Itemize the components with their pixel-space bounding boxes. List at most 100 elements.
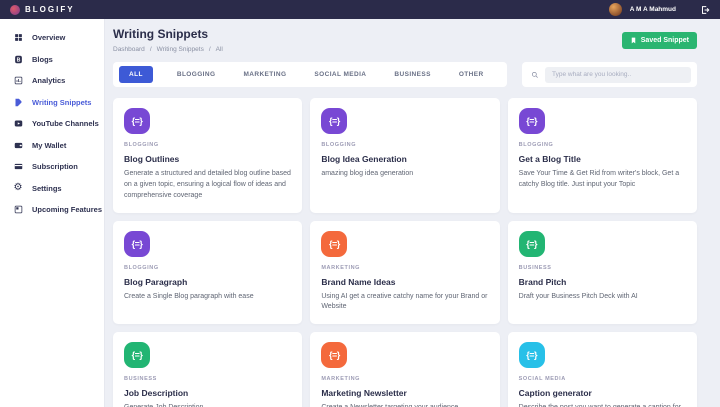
- breadcrumb: Dashboard / Writing Snippets / All: [113, 46, 223, 53]
- sidebar-item-label: Analytics: [32, 76, 66, 86]
- avatar[interactable]: [608, 3, 622, 16]
- topbar: BLOGIFY A M A Mahmud: [0, 0, 720, 19]
- gear-icon: ⚙: [13, 182, 23, 194]
- sidebar-item-label: Upcoming Features: [32, 205, 103, 215]
- brand-name: BLOGIFY: [25, 5, 75, 14]
- snippet-icon: {=}: [518, 342, 545, 369]
- snippet-title: Marketing Newsletter: [321, 388, 407, 399]
- sidebar: Overview B Blogs Analytics Writing Snipp…: [0, 19, 105, 407]
- snippet-category: BLOGGING: [518, 142, 554, 148]
- sidebar-item-label: Overview: [32, 33, 66, 43]
- svg-text:B: B: [16, 57, 20, 63]
- snippet-category: BLOGGING: [124, 264, 159, 271]
- snippet-description: Save Your Time & Get Rid from writer's b…: [518, 170, 680, 188]
- snippet-icon: {=}: [321, 342, 348, 369]
- snippet-title: Get a Blog Title: [518, 154, 581, 164]
- snippet-category: BLOGGING: [124, 142, 159, 148]
- sidebar-item-label: Settings: [32, 183, 62, 193]
- snippet-title: Blog Outlines: [124, 154, 180, 164]
- snippet-icon: {=}: [518, 230, 545, 257]
- card-get-a-blog-title[interactable]: {=} BLOGGING Get a Blog Title Save Your …: [507, 98, 697, 213]
- snippet-category: MARKETING: [321, 376, 361, 383]
- snippet-title: Caption generator: [518, 388, 592, 399]
- sidebar-item-label: My Wallet: [32, 140, 67, 150]
- saved-snippet-label: Saved Snippet: [640, 36, 689, 44]
- snippet-title: Job Description: [124, 388, 189, 399]
- snippet-title: Blog Paragraph: [124, 276, 188, 287]
- user-name: A M A Mahmud: [629, 6, 676, 13]
- card-blog-idea-generation[interactable]: {=} BLOGGING Blog Idea Generation amazin…: [310, 98, 500, 213]
- card-brand-name-ideas[interactable]: {=} MARKETING Brand Name Ideas Using AI …: [310, 220, 500, 325]
- card-job-description[interactable]: {=} BUSINESS Job Description Generate Jo…: [113, 332, 303, 407]
- bookmark-icon: [630, 37, 637, 44]
- snippet-title: Blog Idea Generation: [321, 154, 407, 164]
- snippet-category: MARKETING: [321, 264, 361, 271]
- tab-marketing[interactable]: MARKETING: [243, 71, 287, 78]
- snippet-category: BUSINESS: [124, 376, 157, 383]
- blogify-logo-icon: [10, 4, 20, 15]
- tab-other[interactable]: OTHER: [458, 71, 484, 78]
- sidebar-item-my-wallet[interactable]: My Wallet: [0, 135, 104, 157]
- card-blog-outlines[interactable]: {=} BLOGGING Blog Outlines Generate a st…: [113, 98, 303, 213]
- search-input[interactable]: [545, 66, 691, 83]
- sidebar-item-analytics[interactable]: Analytics: [0, 70, 104, 92]
- snippet-description: Generate a structured and detailed blog …: [124, 170, 291, 199]
- snippet-description: Generate Job Description: [124, 403, 291, 407]
- snippet-icon: {=}: [124, 108, 150, 134]
- card-caption-generator[interactable]: {=} SOCIAL MEDIA Caption generator Descr…: [507, 332, 697, 407]
- snippet-category: BUSINESS: [518, 264, 552, 271]
- breadcrumb-item-dashboard[interactable]: Dashboard: [113, 46, 145, 53]
- snippet-grid: {=} BLOGGING Blog Outlines Generate a st…: [113, 98, 697, 407]
- sidebar-item-youtube-channels[interactable]: YouTube Channels: [0, 113, 104, 135]
- grid-icon: [13, 33, 23, 42]
- blogs-icon: B: [13, 55, 23, 64]
- breadcrumb-item-writing-snippets[interactable]: Writing Snippets: [156, 46, 204, 53]
- pen-icon: [13, 98, 23, 107]
- sidebar-item-writing-snippets[interactable]: Writing Snippets: [0, 92, 104, 114]
- logout-icon[interactable]: [700, 5, 710, 15]
- card-marketing-newsletter[interactable]: {=} MARKETING Marketing Newsletter Creat…: [310, 332, 500, 407]
- sidebar-item-label: Writing Snippets: [32, 97, 92, 107]
- snippet-description: Create a Single Blog paragraph with ease: [124, 292, 254, 300]
- tab-all[interactable]: ALL: [119, 66, 153, 83]
- topbar-right: A M A Mahmud: [608, 3, 710, 16]
- sidebar-item-upcoming-features[interactable]: Upcoming Features: [0, 199, 104, 221]
- snippet-description: amazing blog idea generation: [321, 170, 414, 177]
- sidebar-item-label: YouTube Channels: [32, 119, 99, 129]
- snippet-title: Brand Pitch: [518, 276, 567, 287]
- snippet-description: Create a Newsletter targeting your audie…: [321, 403, 488, 407]
- sidebar-item-overview[interactable]: Overview: [0, 27, 104, 49]
- wallet-icon: [13, 141, 23, 150]
- sidebar-item-settings[interactable]: ⚙ Settings: [0, 178, 104, 200]
- snippet-icon: {=}: [518, 108, 545, 134]
- snippet-title: Brand Name Ideas: [321, 276, 396, 287]
- breadcrumb-item-all[interactable]: All: [215, 46, 223, 53]
- card-blog-paragraph[interactable]: {=} BLOGGING Blog Paragraph Create a Sin…: [113, 220, 303, 325]
- card-brand-pitch[interactable]: {=} BUSINESS Brand Pitch Draft your Busi…: [507, 220, 697, 325]
- page-head: Writing Snippets Dashboard / Writing Sni…: [113, 27, 697, 53]
- main-content: Writing Snippets Dashboard / Writing Sni…: [105, 19, 720, 407]
- page-title: Writing Snippets: [113, 27, 209, 41]
- breadcrumb-separator: /: [149, 46, 152, 53]
- sidebar-item-label: Blogs: [32, 54, 53, 64]
- category-tabs: ALL BLOGGING MARKETING SOCIAL MEDIA BUSI…: [113, 62, 507, 87]
- snippet-category: SOCIAL MEDIA: [518, 376, 566, 383]
- upcoming-icon: [13, 205, 23, 214]
- brand[interactable]: BLOGIFY: [10, 4, 75, 15]
- tab-business[interactable]: BUSINESS: [394, 71, 431, 78]
- sidebar-item-subscription[interactable]: Subscription: [0, 156, 104, 178]
- tab-social-media[interactable]: SOCIAL MEDIA: [314, 71, 367, 78]
- credit-card-icon: [13, 162, 23, 171]
- analytics-icon: [13, 76, 23, 85]
- snippet-description: Using AI get a creative catchy name for …: [321, 292, 488, 311]
- snippet-description: Describe the post you want to generate a…: [519, 403, 686, 407]
- sidebar-item-blogs[interactable]: B Blogs: [0, 49, 104, 71]
- breadcrumb-separator: /: [208, 46, 211, 53]
- sidebar-item-label: Subscription: [32, 162, 78, 172]
- search-bar: [522, 62, 697, 87]
- snippet-icon: {=}: [124, 230, 150, 257]
- tab-blogging[interactable]: BLOGGING: [176, 71, 216, 78]
- search-icon: [528, 71, 539, 79]
- saved-snippet-button[interactable]: Saved Snippet: [621, 31, 697, 49]
- snippet-category: BLOGGING: [321, 142, 357, 148]
